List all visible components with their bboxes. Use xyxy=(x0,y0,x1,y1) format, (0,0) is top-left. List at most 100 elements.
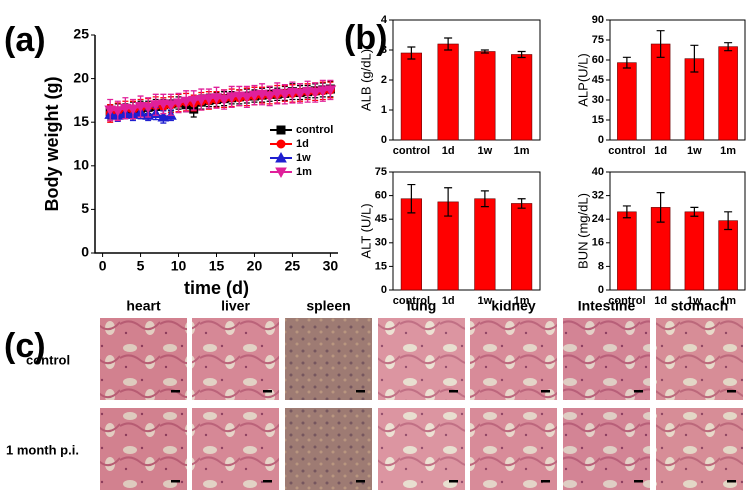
marker xyxy=(225,92,238,103)
y-axis-label: Body weight (g) xyxy=(42,77,62,212)
y-tick-label: 5 xyxy=(81,200,89,216)
y-axis-label: BUN (mg/dL) xyxy=(575,193,590,269)
error-bar xyxy=(407,46,416,60)
y-tick-label: 15 xyxy=(375,260,387,272)
column-label: liver xyxy=(221,298,250,314)
tissue xyxy=(470,318,557,400)
marker xyxy=(233,91,246,103)
legend-marker xyxy=(276,139,286,149)
marker xyxy=(248,90,261,102)
x-tick-label: 1m xyxy=(514,295,530,307)
marker xyxy=(241,92,253,103)
marker xyxy=(286,88,299,99)
bar xyxy=(400,52,422,141)
y-tick-label: 0 xyxy=(381,134,387,146)
error-bar xyxy=(517,198,526,209)
x-tick-label: control xyxy=(393,295,430,307)
legend-marker xyxy=(276,125,286,135)
error-bar xyxy=(656,192,665,223)
bar xyxy=(511,203,533,291)
marker xyxy=(195,95,208,106)
y-tick-label: 16 xyxy=(592,237,604,249)
marker xyxy=(104,105,117,117)
x-tick-label: 1w xyxy=(478,145,493,157)
tint xyxy=(285,408,372,490)
marker xyxy=(172,98,185,110)
marker xyxy=(278,89,291,101)
x-tick-label: 10 xyxy=(171,258,187,274)
bar xyxy=(718,220,738,291)
y-tick-label: 45 xyxy=(592,74,604,86)
column-label: Intestine xyxy=(578,298,636,314)
marker xyxy=(309,88,322,99)
tissue xyxy=(656,318,743,400)
tint xyxy=(563,408,650,490)
x-tick-label: 1m xyxy=(720,145,736,157)
tint xyxy=(100,318,187,400)
scale-bar xyxy=(449,480,458,483)
tissue xyxy=(100,408,187,490)
y-axis-label: ALB (g/dL) xyxy=(358,49,373,111)
histology-image xyxy=(378,408,465,490)
marker xyxy=(203,94,215,105)
scale-bar xyxy=(541,390,550,393)
scale-bar xyxy=(541,480,550,483)
error-bar xyxy=(444,187,453,217)
x-tick-label: 1w xyxy=(687,295,702,307)
marker xyxy=(127,104,139,116)
tissue xyxy=(378,408,465,490)
legend-label: 1m xyxy=(296,166,312,178)
legend-label: control xyxy=(296,124,333,136)
scale-bar xyxy=(634,390,643,393)
tint xyxy=(192,318,279,400)
y-tick-label: 0 xyxy=(598,134,604,146)
error-bar xyxy=(622,205,631,219)
histology-image xyxy=(470,408,557,490)
y-tick-label: 1 xyxy=(381,104,387,116)
marker xyxy=(218,95,230,106)
y-tick-label: 45 xyxy=(375,213,387,225)
scale-bar xyxy=(263,390,272,393)
row-label: 1 month p.i. xyxy=(6,442,79,457)
row-label: control xyxy=(26,352,70,367)
marker xyxy=(294,88,306,100)
x-tick-label: 1d xyxy=(654,145,667,157)
x-tick-label: 15 xyxy=(209,258,225,274)
error-bar xyxy=(444,37,453,51)
tissue xyxy=(563,318,650,400)
x-tick-label: 25 xyxy=(285,258,301,274)
x-tick-label: 1m xyxy=(720,295,736,307)
error-bar xyxy=(480,190,489,208)
y-tick-label: 32 xyxy=(592,190,604,202)
column-label: lung xyxy=(407,298,437,314)
scale-bar xyxy=(634,480,643,483)
tissue xyxy=(285,408,372,490)
bar xyxy=(617,62,637,141)
bar xyxy=(617,211,637,291)
histology-image xyxy=(563,318,650,400)
column-label: heart xyxy=(126,298,161,314)
error-bar xyxy=(724,42,733,52)
bar xyxy=(511,54,533,141)
plot-frame xyxy=(609,171,746,291)
legend-marker xyxy=(275,167,287,179)
y-tick-label: 0 xyxy=(598,284,604,296)
tissue xyxy=(378,318,465,400)
panel-label: (a) xyxy=(4,21,46,59)
bar xyxy=(437,43,459,141)
error-bar xyxy=(690,44,699,73)
bar xyxy=(474,51,496,141)
y-tick-label: 3 xyxy=(381,44,387,56)
tissue xyxy=(100,318,187,400)
bar xyxy=(474,198,496,291)
marker xyxy=(119,103,132,115)
error-bar xyxy=(517,50,526,59)
y-tick-label: 0 xyxy=(81,244,89,260)
scale-bar xyxy=(727,480,736,483)
legend-marker xyxy=(275,151,287,163)
y-axis-label: ALP(U/L) xyxy=(575,53,590,106)
histology-image xyxy=(192,408,279,490)
x-tick-label: 1d xyxy=(442,145,455,157)
marker xyxy=(165,100,177,111)
tissue xyxy=(192,408,279,490)
